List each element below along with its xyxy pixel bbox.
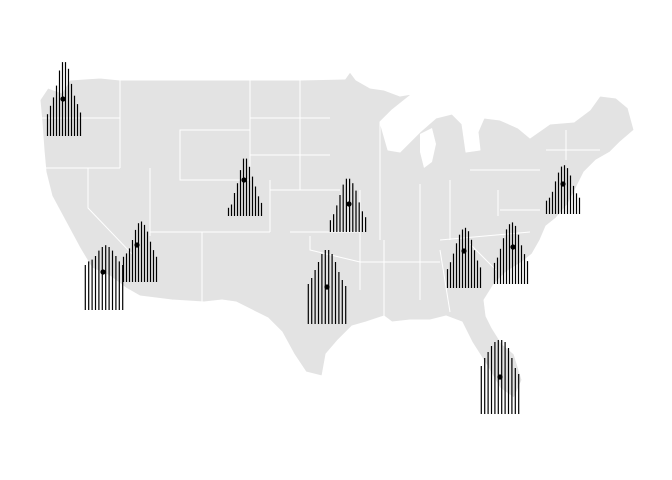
us-mainland-shape	[39, 71, 635, 399]
lake-michigan-shape	[420, 128, 436, 168]
glyph-center-dot	[60, 96, 66, 102]
glyph-center-dot	[134, 242, 140, 248]
glyph-chicago	[329, 178, 367, 232]
glyph-center-dot	[461, 248, 467, 254]
glyph-center-dot	[510, 244, 516, 250]
glyph-dallas	[307, 250, 347, 324]
glyph-center-dot	[324, 284, 330, 290]
glyph-center-dot	[560, 181, 566, 187]
glyph-atlanta	[446, 227, 482, 288]
glyph-center-dot	[497, 374, 503, 380]
glyph-san-francisco	[84, 245, 124, 310]
glyph-new-york	[545, 165, 581, 214]
glyph-center-dot	[241, 177, 247, 183]
glyph-center-dot	[346, 201, 352, 207]
glyph-charlotte	[493, 222, 529, 284]
glyph-seattle	[46, 62, 82, 136]
map-basemap	[39, 71, 635, 399]
glyph-miami	[480, 340, 520, 414]
glyph-denver	[227, 158, 263, 216]
glyph-los-angeles	[122, 221, 158, 282]
glyph-center-dot	[100, 269, 106, 275]
city-glyphs-layer	[46, 62, 581, 414]
